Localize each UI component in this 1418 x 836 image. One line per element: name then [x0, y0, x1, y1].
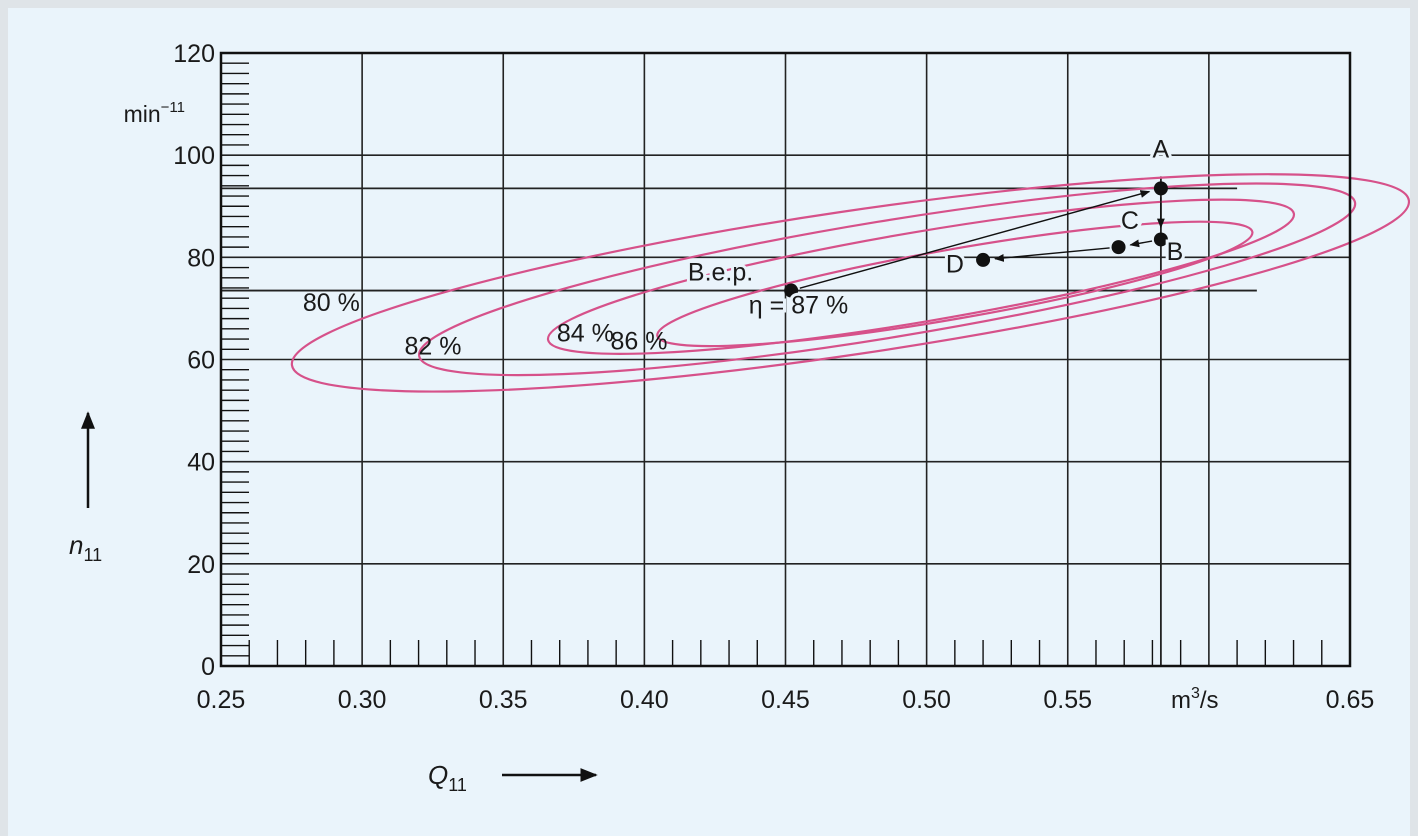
reference-lines: [221, 176, 1257, 666]
efficiency-contour: [656, 220, 1254, 348]
contour-label: 84 %: [557, 320, 614, 348]
operating-point: [1153, 181, 1168, 196]
operating-point: [1111, 240, 1126, 255]
plot-frame: [219, 51, 1352, 668]
path-arrow: [1129, 239, 1153, 248]
y-tick-label: 0: [201, 653, 215, 681]
path-arrow: [799, 190, 1151, 289]
y-tick-label: 120: [173, 40, 215, 68]
x-tick-label: 0.40: [620, 686, 669, 714]
grid: [221, 53, 1350, 666]
svg-text:min−11: min−11: [124, 99, 185, 127]
operating-point: [1153, 232, 1168, 247]
point-label: C: [1121, 207, 1139, 235]
operating-points: [784, 181, 1168, 298]
contour-label: 82 %: [404, 332, 461, 360]
y-tick-label: 60: [187, 347, 215, 375]
efficiency-hill-chart: 80 % 82 % 84 %86 % A BC D B.e.p. η = 87 % 0.25 0.…: [69, 40, 1410, 795]
bep-efficiency-label: η = 87 %: [749, 292, 848, 320]
x-axis-label: Q11: [428, 760, 598, 795]
y-tick-label: 100: [173, 142, 215, 170]
efficiency-contour: [546, 198, 1296, 355]
point-label: B: [1167, 238, 1184, 266]
x-tick-label: 0.35: [479, 686, 528, 714]
labels: 80 % 82 % 84 %86 % A BC D B.e.p. η = 87 % 0.25 0.…: [173, 40, 1374, 714]
point-label: A: [1153, 136, 1170, 164]
svg-text:n11: n11: [69, 530, 102, 565]
y-tick-label: 20: [187, 551, 215, 579]
chart-panel: 80 % 82 % 84 % 86 % A B C D B.e.p. η = 87 % 0.25 0.…: [8, 8, 1410, 836]
minor-ticks: [221, 62, 1323, 666]
x-tick-label: 0.50: [902, 686, 951, 714]
svg-text:m3/s: m3/s: [1171, 685, 1219, 714]
x-tick-label: 0.25: [197, 686, 246, 714]
y-tick-label: 40: [187, 449, 215, 477]
y-axis-label: n11: [69, 411, 102, 565]
operating-point: [976, 252, 991, 267]
efficiency-contour: [290, 173, 1410, 393]
y-axis-unit: min−11: [124, 99, 185, 127]
efficiency-contour: [417, 182, 1357, 377]
contour-curves: [290, 173, 1410, 393]
x-axis-unit: m3/s: [1171, 685, 1219, 714]
svg-text:Q11: Q11: [428, 760, 467, 795]
point-label: D: [946, 251, 964, 279]
point-label: B.e.p.: [688, 258, 753, 286]
contour-label: 86 %: [611, 327, 668, 355]
operating-point: [784, 283, 799, 298]
x-tick-label: 0.55: [1043, 686, 1092, 714]
operating-path: [799, 190, 1165, 289]
y-tick-label: 80: [187, 244, 215, 272]
contour-label: 80 %: [303, 289, 360, 317]
x-tick-label: 0.30: [338, 686, 387, 714]
x-tick-label: 0.65: [1326, 686, 1375, 714]
path-arrow: [994, 247, 1110, 262]
x-tick-label: 0.45: [761, 686, 810, 714]
